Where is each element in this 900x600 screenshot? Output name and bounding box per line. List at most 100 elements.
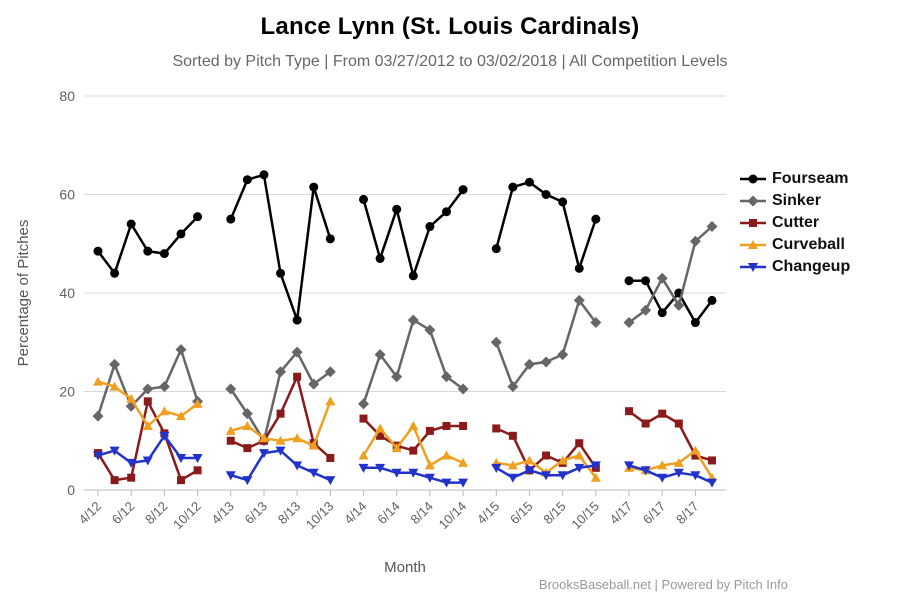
y-tick-labels: 0 20 40 60 80 bbox=[59, 88, 75, 498]
data-point-marker bbox=[109, 446, 120, 456]
y-gridlines bbox=[84, 95, 726, 491]
data-point-marker bbox=[490, 336, 502, 348]
data-point-marker bbox=[375, 423, 386, 433]
data-point-marker bbox=[524, 455, 535, 465]
data-point-marker bbox=[308, 378, 320, 390]
x-axis-title: Month bbox=[384, 559, 426, 576]
data-point-marker bbox=[425, 222, 435, 232]
data-point-marker bbox=[459, 421, 468, 430]
data-point-marker bbox=[691, 451, 700, 460]
y-tick-label: 0 bbox=[67, 482, 75, 498]
data-point-marker bbox=[507, 381, 519, 393]
x-tick-label: 10/12 bbox=[170, 499, 204, 533]
data-point-marker bbox=[491, 463, 502, 473]
data-point-marker bbox=[558, 197, 568, 207]
data-point-marker bbox=[292, 433, 303, 443]
diamond-legend-icon bbox=[740, 195, 766, 206]
data-point-marker bbox=[624, 461, 635, 471]
data-point-marker bbox=[175, 411, 186, 421]
data-point-marker bbox=[143, 246, 153, 256]
data-point-marker bbox=[175, 344, 187, 356]
x-tick-labels: 4/12 6/12 8/12 10/12 4/13 6/13 8/13 10/13 4/14 6/… bbox=[76, 499, 702, 533]
data-point-marker bbox=[524, 466, 535, 476]
data-point-marker bbox=[225, 471, 236, 481]
line-fourseam-2012 bbox=[96, 215, 199, 275]
data-point-marker bbox=[291, 346, 303, 358]
data-point-marker bbox=[424, 324, 436, 336]
data-point-marker bbox=[326, 453, 335, 462]
data-point-marker bbox=[458, 185, 468, 195]
line-fourseam-2017 bbox=[627, 279, 714, 324]
data-point-marker bbox=[541, 471, 552, 481]
data-point-marker bbox=[508, 182, 518, 192]
data-point-marker bbox=[640, 466, 651, 476]
data-point-marker bbox=[408, 420, 419, 430]
x-tick-label: 4/17 bbox=[607, 499, 636, 528]
data-point-marker bbox=[523, 358, 535, 370]
data-point-marker bbox=[458, 478, 469, 488]
legend-item-sinker[interactable]: Sinker bbox=[740, 192, 850, 209]
legend-item-fourseam[interactable]: Fourseam bbox=[740, 170, 850, 187]
data-point-marker bbox=[93, 246, 103, 256]
triangle-legend-icon bbox=[740, 239, 766, 249]
legend-item-cutter[interactable]: Cutter bbox=[740, 214, 850, 231]
data-point-marker bbox=[109, 381, 120, 391]
data-point-marker bbox=[325, 476, 336, 486]
data-point-marker bbox=[557, 349, 569, 361]
legend-label: Cutter bbox=[772, 213, 820, 231]
data-point-marker bbox=[93, 451, 103, 461]
legend: Fourseam Sinker Cutter Curveball Changeup bbox=[740, 170, 850, 275]
data-point-marker bbox=[259, 170, 269, 180]
data-point-marker bbox=[407, 314, 419, 326]
data-point-marker bbox=[292, 315, 302, 325]
data-point-marker bbox=[242, 476, 253, 486]
data-point-marker bbox=[690, 445, 701, 455]
data-point-marker bbox=[524, 177, 534, 187]
data-point-marker bbox=[749, 218, 757, 227]
data-point-marker bbox=[276, 409, 285, 418]
data-point-marker bbox=[540, 356, 552, 368]
data-point-marker bbox=[690, 318, 700, 328]
data-point-marker bbox=[226, 214, 236, 224]
data-point-marker bbox=[391, 468, 402, 478]
x-tick-label: 6/12 bbox=[109, 499, 138, 528]
data-point-marker bbox=[375, 463, 386, 473]
legend-item-curveball[interactable]: Curveball bbox=[740, 236, 850, 253]
data-point-marker bbox=[192, 453, 203, 463]
data-point-marker bbox=[159, 406, 170, 416]
data-point-marker bbox=[491, 244, 501, 254]
data-point-marker bbox=[574, 463, 585, 473]
x-axis bbox=[84, 489, 726, 496]
data-point-marker bbox=[748, 174, 758, 183]
data-point-marker bbox=[657, 460, 668, 470]
data-point-marker bbox=[275, 366, 287, 378]
data-point-marker bbox=[574, 263, 584, 273]
data-point-marker bbox=[309, 182, 319, 192]
line-cutter-2012 bbox=[96, 400, 199, 482]
legend-item-changeup[interactable]: Changeup bbox=[740, 258, 850, 275]
data-point-marker bbox=[127, 473, 136, 482]
data-point-marker bbox=[391, 371, 403, 383]
x-tick-label: 8/13 bbox=[275, 499, 304, 528]
data-point-marker bbox=[142, 456, 153, 466]
y-tick-label: 60 bbox=[59, 187, 75, 203]
series-sinker bbox=[92, 221, 718, 447]
data-point-marker bbox=[641, 419, 650, 428]
x-tick-label: 8/14 bbox=[408, 499, 437, 528]
data-point-marker bbox=[159, 431, 170, 441]
data-point-marker bbox=[258, 449, 269, 459]
data-point-marker bbox=[541, 190, 551, 199]
y-tick-label: 80 bbox=[59, 88, 75, 104]
x-tick-label: 10/14 bbox=[436, 499, 470, 533]
data-point-marker bbox=[308, 440, 319, 450]
data-point-marker bbox=[374, 349, 386, 361]
data-point-marker bbox=[126, 393, 137, 403]
data-point-marker bbox=[658, 409, 667, 418]
data-point-marker bbox=[176, 229, 186, 239]
data-point-marker bbox=[159, 249, 169, 259]
triangle-down-legend-icon bbox=[740, 262, 766, 272]
data-point-marker bbox=[308, 468, 319, 478]
data-point-marker bbox=[110, 268, 120, 278]
data-point-marker bbox=[143, 397, 152, 406]
data-point-marker bbox=[573, 294, 585, 306]
